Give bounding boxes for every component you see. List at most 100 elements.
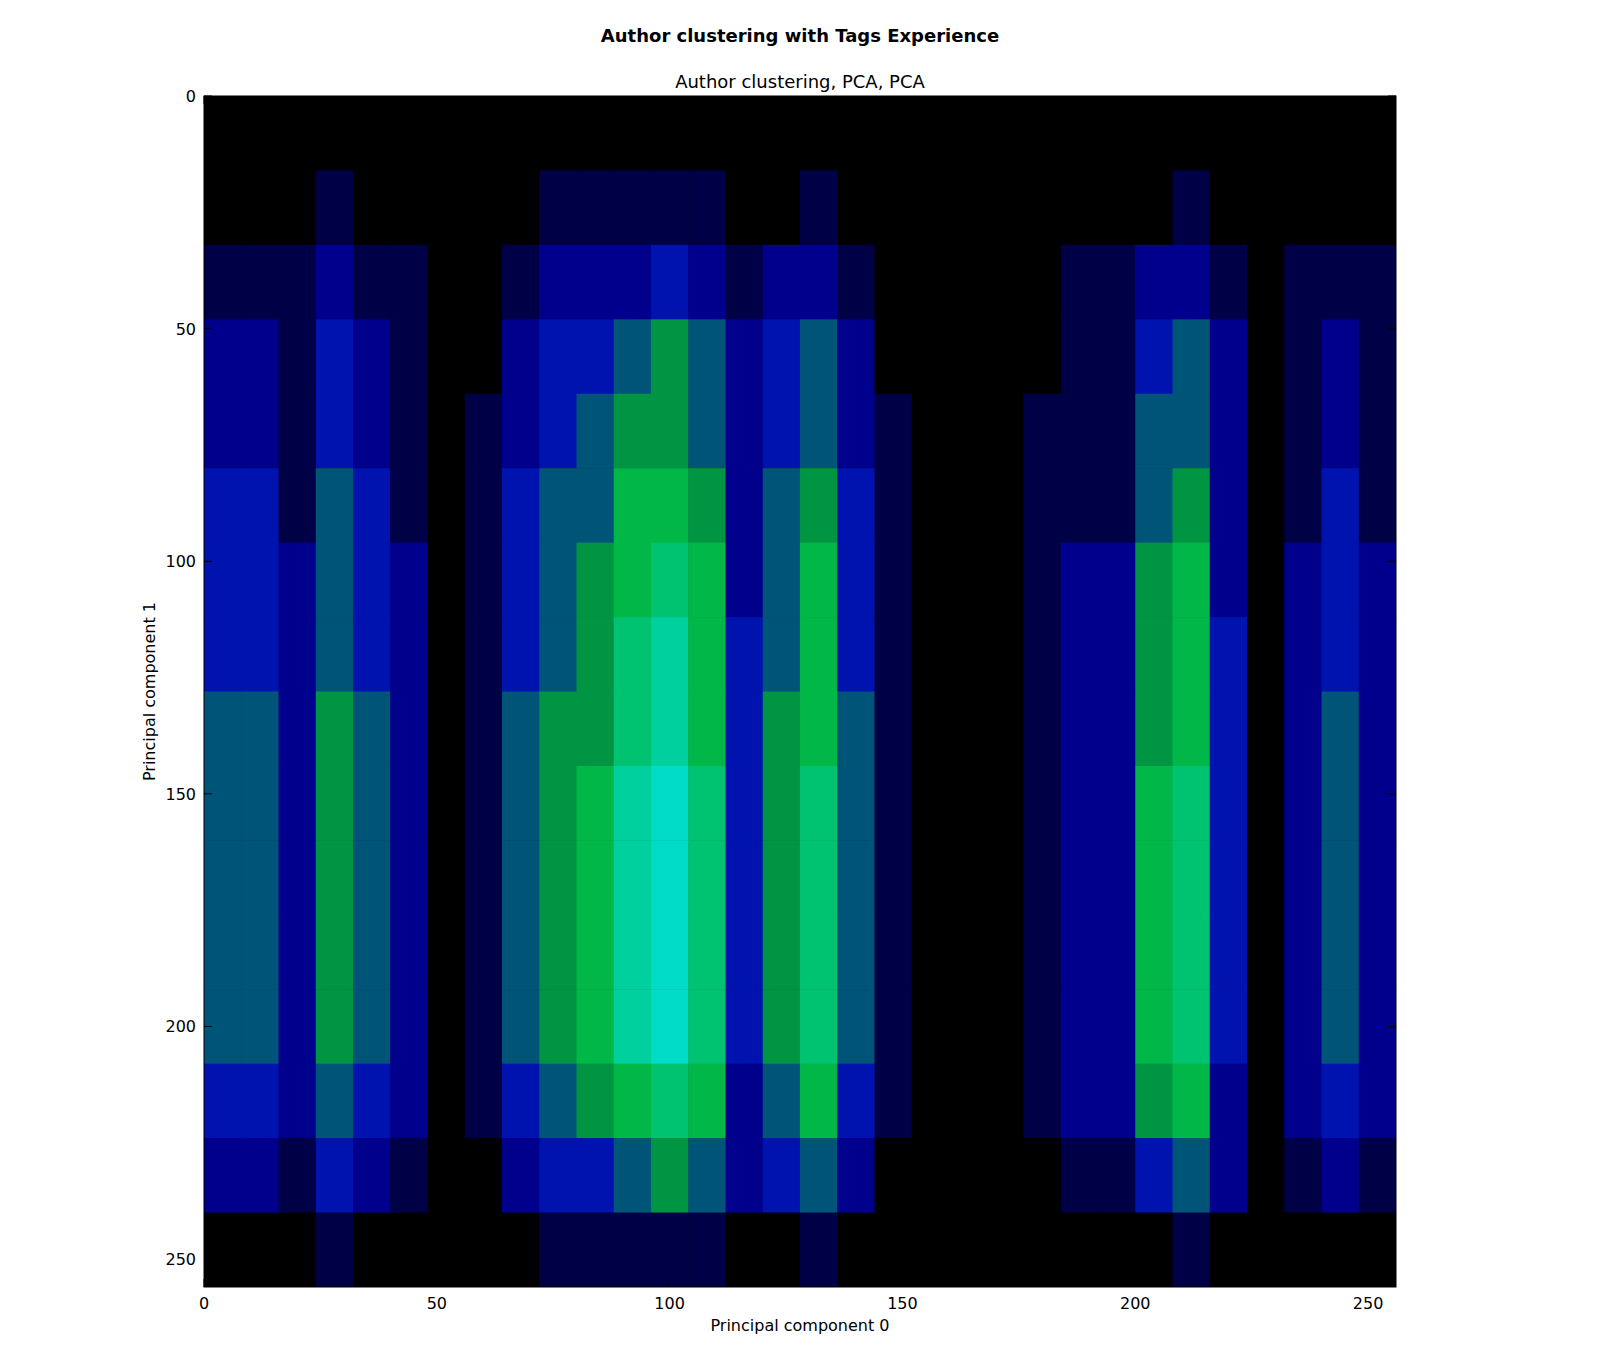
cell xyxy=(726,617,764,692)
cell xyxy=(1135,766,1173,841)
cell xyxy=(241,319,279,394)
cell xyxy=(875,170,913,245)
cell xyxy=(651,1064,689,1139)
cell xyxy=(241,989,279,1064)
cell xyxy=(1322,1064,1360,1139)
cell xyxy=(428,692,466,767)
cell xyxy=(1359,394,1396,469)
cell xyxy=(1173,617,1211,692)
cell xyxy=(1061,766,1099,841)
cell xyxy=(1210,915,1248,990)
cell xyxy=(316,468,354,543)
cell xyxy=(1247,692,1285,767)
cell xyxy=(614,319,652,394)
cell xyxy=(688,170,726,245)
cell xyxy=(763,915,801,990)
cell xyxy=(912,170,950,245)
cell xyxy=(279,394,317,469)
y-tick-label: 0 xyxy=(186,87,196,106)
cell xyxy=(875,394,913,469)
cell xyxy=(502,989,540,1064)
cell xyxy=(651,766,689,841)
cell xyxy=(428,245,466,320)
cell xyxy=(204,915,242,990)
cell xyxy=(651,319,689,394)
cell xyxy=(1322,1213,1360,1287)
y-axis-label: Principal component 1 xyxy=(140,602,159,781)
cell xyxy=(949,543,987,618)
x-tick xyxy=(669,96,670,104)
cell xyxy=(502,1138,540,1213)
cell xyxy=(539,245,577,320)
cell xyxy=(1322,96,1360,171)
cell xyxy=(539,468,577,543)
cell xyxy=(1284,1213,1322,1287)
cell xyxy=(763,989,801,1064)
cell xyxy=(1210,468,1248,543)
cell xyxy=(502,96,540,171)
cell xyxy=(912,1138,950,1213)
cell xyxy=(1024,1138,1062,1213)
cell xyxy=(1359,543,1396,618)
cell xyxy=(428,915,466,990)
cell xyxy=(577,543,615,618)
cell xyxy=(1135,319,1173,394)
cell xyxy=(1173,692,1211,767)
cell xyxy=(875,915,913,990)
cell xyxy=(428,543,466,618)
cell xyxy=(502,468,540,543)
cell xyxy=(614,96,652,171)
cell xyxy=(1173,170,1211,245)
cell xyxy=(800,840,838,915)
cell xyxy=(1359,1213,1396,1287)
cell xyxy=(912,468,950,543)
cell xyxy=(428,468,466,543)
cell xyxy=(949,617,987,692)
y-tick xyxy=(204,793,212,794)
cell xyxy=(204,170,242,245)
cell xyxy=(837,394,875,469)
cell xyxy=(577,468,615,543)
y-tick-label: 150 xyxy=(165,785,196,804)
cell xyxy=(279,170,317,245)
cell xyxy=(577,1138,615,1213)
cell xyxy=(1024,1064,1062,1139)
cell xyxy=(726,245,764,320)
cell xyxy=(1098,989,1136,1064)
cell xyxy=(875,319,913,394)
cell xyxy=(428,170,466,245)
cell xyxy=(539,989,577,1064)
cell xyxy=(428,1064,466,1139)
cell xyxy=(316,543,354,618)
cell xyxy=(1173,394,1211,469)
cell xyxy=(204,1213,242,1287)
cell xyxy=(1322,170,1360,245)
y-tick xyxy=(204,1259,212,1260)
cell xyxy=(1322,617,1360,692)
cell xyxy=(390,617,428,692)
cell xyxy=(986,170,1024,245)
cell xyxy=(837,170,875,245)
cell xyxy=(837,468,875,543)
y-tick-label: 50 xyxy=(176,320,196,339)
y-tick xyxy=(204,561,212,562)
cell xyxy=(1173,96,1211,171)
cell xyxy=(465,245,503,320)
cell xyxy=(688,617,726,692)
cell xyxy=(353,245,391,320)
cell xyxy=(465,394,503,469)
cell xyxy=(279,1138,317,1213)
cell xyxy=(726,1138,764,1213)
cell xyxy=(1247,319,1285,394)
cell xyxy=(986,319,1024,394)
cell xyxy=(837,915,875,990)
cell xyxy=(875,1138,913,1213)
cell xyxy=(1135,1064,1173,1139)
cell xyxy=(912,915,950,990)
cell xyxy=(875,245,913,320)
x-tick xyxy=(436,1279,437,1287)
cell xyxy=(763,468,801,543)
cell xyxy=(912,692,950,767)
title: Author clustering with Tags Experience xyxy=(601,25,999,46)
cell xyxy=(986,1138,1024,1213)
